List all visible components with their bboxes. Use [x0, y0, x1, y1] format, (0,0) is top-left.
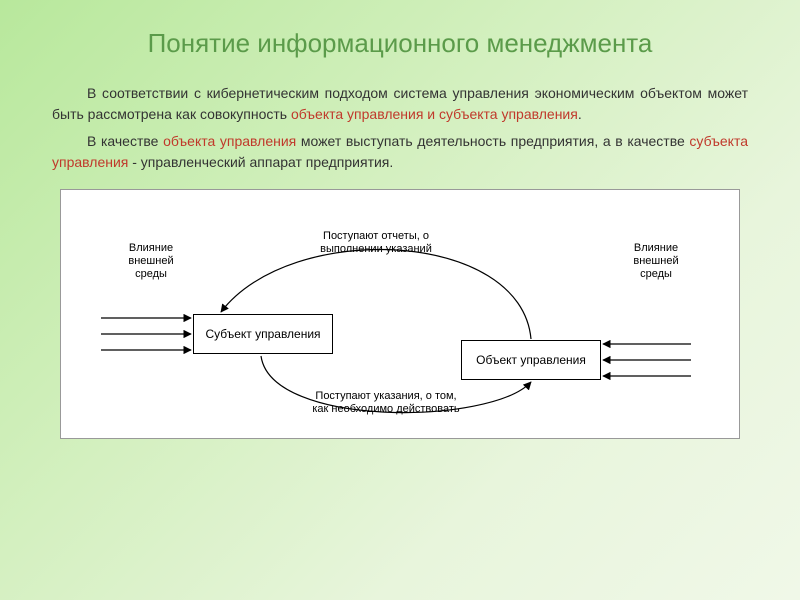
label-directives: Поступают указания, о том,как необходимо…: [286, 390, 486, 416]
node-object: Объект управления: [461, 340, 601, 380]
p2-part-a: В качестве: [87, 133, 163, 149]
label-env_right: Влияниевнешнейсреды: [621, 242, 691, 282]
page-title: Понятие информационного менеджмента: [0, 0, 800, 59]
label-env_left: Влияниевнешнейсреды: [116, 242, 186, 282]
body-text: В соответствии с кибернетическим подходо…: [0, 59, 800, 173]
p1-highlight: объекта управления и субъекта управления: [291, 106, 578, 122]
paragraph-2: В качестве объекта управления может выст…: [52, 131, 748, 173]
p2-part-e: - управленческий аппарат предприятия.: [128, 154, 393, 170]
label-reports: Поступают отчеты, овыполнении указаний: [291, 230, 461, 256]
paragraph-1: В соответствии с кибернетическим подходо…: [52, 83, 748, 125]
control-system-diagram: Субъект управления Объект управления Влиян…: [60, 189, 740, 439]
p1-part-c: .: [578, 106, 582, 122]
p2-highlight-1: объекта управления: [163, 133, 296, 149]
node-subject: Субъект управления: [193, 314, 333, 354]
p2-part-c: может выступать деятельность предприятия…: [296, 133, 689, 149]
